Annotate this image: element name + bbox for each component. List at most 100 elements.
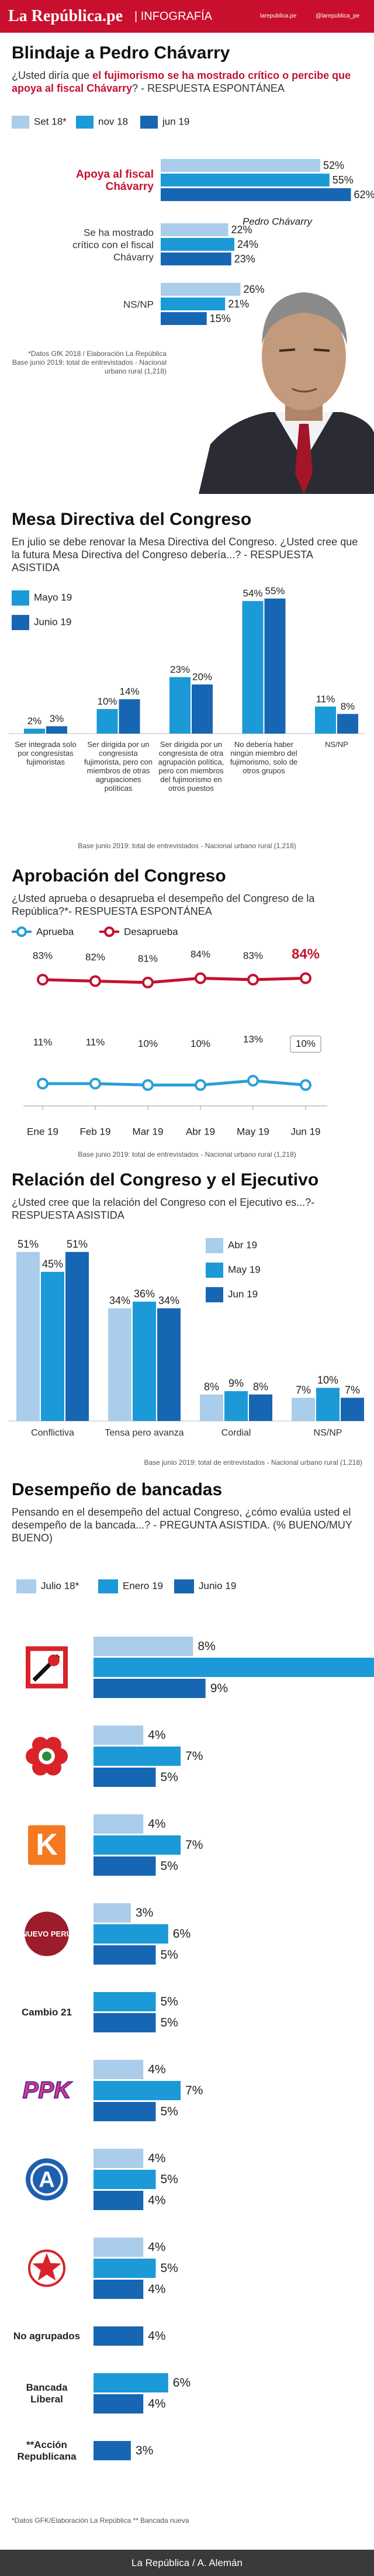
value-label: 84% bbox=[292, 946, 320, 962]
value-label: 10% bbox=[317, 1374, 338, 1386]
legend-swatch bbox=[206, 1287, 223, 1302]
value-label: 3% bbox=[136, 2444, 153, 2457]
value-label: 83% bbox=[243, 950, 263, 961]
legend-swatch bbox=[206, 1238, 223, 1253]
legend-label: Enero 19 bbox=[123, 1580, 163, 1591]
value-label: 6% bbox=[173, 1927, 191, 1941]
value-label: 2% bbox=[27, 715, 42, 727]
question-part: ¿Usted aprueba o desaprueba el desempeño… bbox=[12, 893, 315, 917]
source: Base junio 2019: total de entrevistados … bbox=[70, 1458, 362, 1467]
legend-label: Junio 19 bbox=[34, 616, 71, 627]
section-title: Relación del Congreso y el Ejecutivo bbox=[12, 1170, 319, 1190]
logo-label: A bbox=[39, 2168, 54, 2193]
value-label: 7% bbox=[185, 1749, 203, 1763]
question-part: En julio se debe renovar la Mesa Directi… bbox=[12, 536, 358, 573]
category-label: Apoya al fiscal Chávarry bbox=[75, 168, 154, 193]
bar bbox=[94, 1992, 156, 2011]
value-label: 4% bbox=[148, 1817, 165, 1831]
bar bbox=[94, 2149, 144, 2168]
source-line: Base junio 2019: total de entrevistados … bbox=[78, 842, 296, 850]
bar bbox=[316, 1388, 340, 1421]
value-label: 34% bbox=[158, 1295, 179, 1306]
bar bbox=[94, 1679, 206, 1698]
bar bbox=[119, 699, 140, 734]
category-label: Tensa pero avanza bbox=[105, 1428, 184, 1438]
bar bbox=[157, 1308, 181, 1421]
source: *Datos GFK/Elaboración La República ** B… bbox=[12, 2516, 362, 2525]
question-part: ? - RESPUESTA ESPONTÁNEA bbox=[132, 82, 285, 94]
logo bbox=[42, 1751, 51, 1761]
source: Base junio 2019: total de entrevistados … bbox=[0, 1150, 374, 1159]
value-label: 5% bbox=[161, 2173, 178, 2186]
bar bbox=[94, 2191, 144, 2210]
legend-swatch bbox=[12, 116, 29, 129]
legend-label: nov 18 bbox=[98, 116, 128, 127]
bar bbox=[94, 1658, 374, 1677]
section-title: Desempeño de bancadas bbox=[12, 1480, 223, 1499]
bar bbox=[94, 1835, 181, 1855]
bar bbox=[94, 2441, 131, 2460]
value-label: 81% bbox=[138, 953, 158, 964]
bar bbox=[161, 223, 228, 236]
question-part: el fujimorismo se ha mostrado crítico o … bbox=[12, 70, 351, 94]
bar bbox=[94, 2060, 144, 2079]
bar bbox=[16, 1251, 40, 1421]
question: En julio se debe renovar la Mesa Directi… bbox=[12, 535, 362, 574]
point bbox=[195, 1079, 206, 1091]
value-label: 4% bbox=[148, 2397, 165, 2411]
section-title: Blindaje a Pedro Chávarry bbox=[12, 43, 230, 63]
bar bbox=[94, 1768, 156, 1787]
legend-marker bbox=[16, 926, 27, 937]
bar bbox=[161, 188, 351, 201]
value-label: 9% bbox=[210, 1682, 228, 1695]
question-part: ¿Usted cree que la relación del Congreso… bbox=[12, 1197, 315, 1221]
value-label: 82% bbox=[85, 952, 105, 963]
source-line: Base junio 2019: total de entrevistados … bbox=[78, 1150, 296, 1159]
bar bbox=[161, 312, 207, 325]
value-label: 3% bbox=[136, 1906, 153, 1920]
category-label: No debería haber ningún miembro del fuji… bbox=[230, 740, 298, 775]
bar bbox=[94, 2013, 156, 2032]
bar bbox=[94, 2280, 144, 2299]
bar bbox=[315, 706, 336, 734]
value-label: 4% bbox=[148, 2194, 165, 2207]
bar bbox=[200, 1394, 223, 1421]
bar bbox=[169, 677, 191, 734]
value-label: 22% bbox=[231, 224, 252, 236]
value-label: 5% bbox=[161, 1859, 178, 1873]
legend-label: Aprueba bbox=[36, 926, 74, 937]
legend-label: Mayo 19 bbox=[34, 592, 72, 603]
bar bbox=[94, 1814, 144, 1834]
legend-label: Set 18* bbox=[34, 116, 67, 127]
legend-marker bbox=[104, 926, 115, 937]
section-title: Aprobación del Congreso bbox=[12, 866, 226, 886]
point bbox=[142, 976, 154, 988]
value-label: 83% bbox=[33, 950, 53, 961]
x-tick-label: Jun 19 bbox=[290, 1126, 320, 1137]
bar bbox=[133, 1301, 156, 1421]
source-line: *Datos GfK 2018 / Elaboración La Repúbli… bbox=[28, 350, 167, 358]
bar bbox=[94, 1726, 144, 1745]
bar bbox=[224, 1391, 248, 1421]
logo bbox=[33, 2165, 61, 2194]
bar bbox=[24, 728, 45, 734]
logo-label: NUEVO PERÚ bbox=[22, 1930, 72, 1938]
point bbox=[142, 1079, 154, 1091]
value-label: 45% bbox=[42, 1258, 63, 1270]
value-label: 8% bbox=[253, 1381, 268, 1392]
bar bbox=[94, 2102, 156, 2121]
point bbox=[89, 1077, 101, 1090]
value-label: 15% bbox=[210, 313, 231, 324]
logo bbox=[32, 2253, 61, 2281]
point bbox=[37, 973, 49, 986]
value-label: 5% bbox=[161, 2016, 178, 2029]
legend-swatch bbox=[12, 590, 29, 606]
legend-swatch bbox=[76, 116, 94, 129]
value-label: 5% bbox=[161, 1948, 178, 1962]
value-label: 10% bbox=[97, 696, 117, 707]
bar bbox=[161, 174, 330, 186]
category-label: NS/NP bbox=[313, 1428, 342, 1438]
logo bbox=[25, 1911, 69, 1956]
category-label: **Acción Republicana bbox=[17, 2439, 77, 2462]
value-label: 13% bbox=[243, 1033, 263, 1045]
